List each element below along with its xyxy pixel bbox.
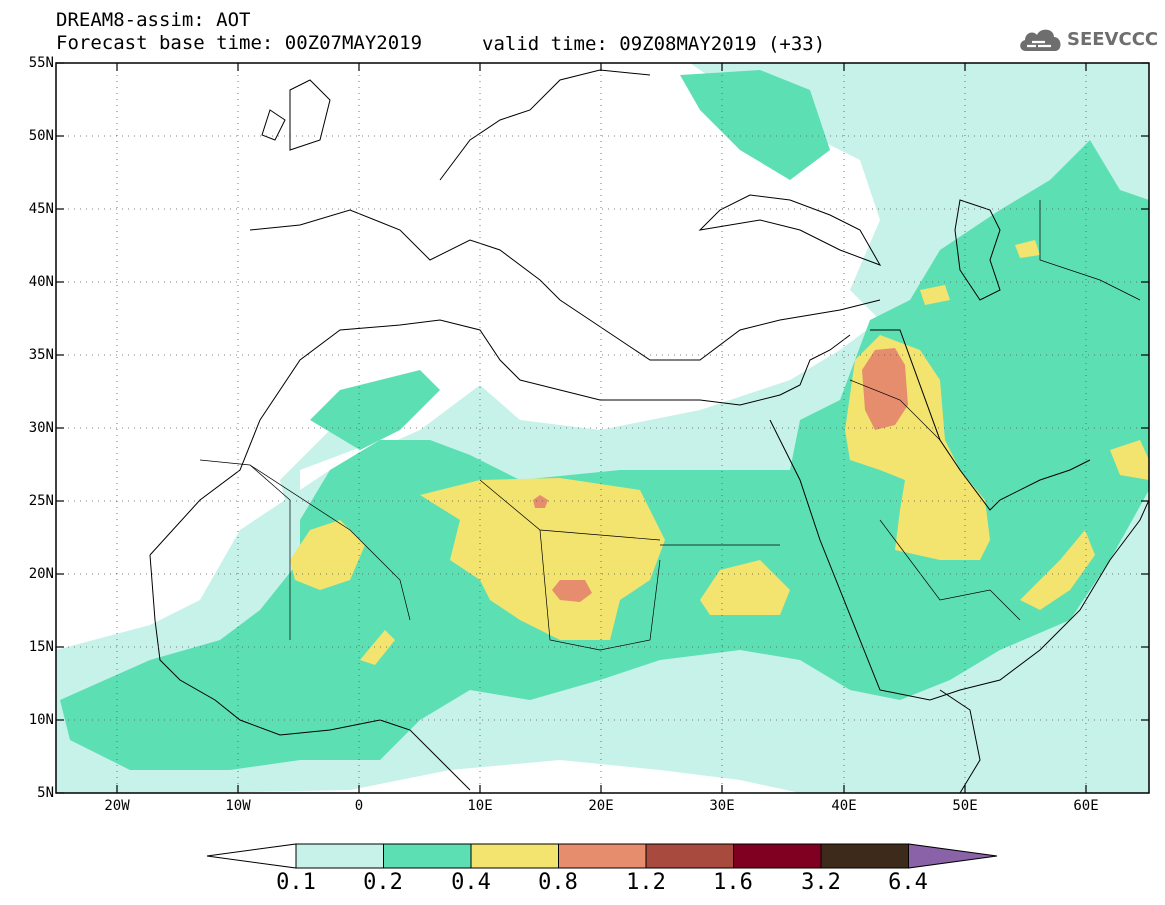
colorbar-bin-0.1 (295, 843, 384, 869)
lat-label-15n: 15N (28, 639, 54, 655)
coastlines (149, 69, 1149, 793)
colorbar-label-0.4: 0.4 (451, 870, 491, 895)
aot-field (56, 63, 1149, 793)
colorbar-label-0.8: 0.8 (538, 870, 578, 895)
lat-label-20n: 20N (28, 566, 54, 582)
forecast-base-time: Forecast base time: 00Z07MAY2019 (56, 32, 423, 54)
lon-label-10w: 10W (225, 798, 251, 814)
tick-marks (56, 62, 1149, 794)
lat-label-30n: 30N (28, 420, 54, 436)
colorbar-bin-3.2 (820, 843, 909, 869)
lon-label-20w: 20W (104, 798, 130, 814)
lat-label-10n: 10N (28, 712, 54, 728)
aot-level-0.2 (60, 70, 1149, 770)
colorbar-bin-1.2 (645, 843, 734, 869)
country-borders (199, 200, 1141, 651)
lon-label-0: 0 (354, 798, 364, 814)
lat-label-40n: 40N (28, 274, 54, 290)
colorbar-bin-0.4 (470, 843, 559, 869)
lat-label-35n: 35N (28, 347, 54, 363)
lat-label-25n: 25N (28, 493, 54, 509)
lon-label-10e: 10E (467, 798, 493, 814)
aot-level-0.8 (533, 348, 908, 602)
lat-label-45n: 45N (28, 201, 54, 217)
cloud-icon (1020, 29, 1061, 51)
colorbar-over-arrow (908, 843, 998, 869)
colorbar-bin-0.2 (383, 843, 472, 869)
colorbar-label-1.6: 1.6 (713, 870, 753, 895)
colorbar-label-3.2: 3.2 (801, 870, 841, 895)
lat-label-5n: 5N (37, 785, 54, 801)
lon-label-40e: 40E (831, 798, 857, 814)
lat-label-55n: 55N (28, 55, 54, 71)
grid-lines (56, 63, 1149, 793)
valid-time: valid time: 09Z08MAY2019 (+33) (482, 33, 826, 55)
lon-label-60e: 60E (1073, 798, 1099, 814)
colorbar-bin-0.8 (558, 843, 647, 869)
colorbar-label-0.1: 0.1 (276, 870, 316, 895)
seevccc-logo: SEEVCCC (1018, 22, 1158, 56)
lon-label-50e: 50E (952, 798, 978, 814)
lon-label-30e: 30E (709, 798, 735, 814)
map-title: DREAM8-assim: AOT (56, 9, 251, 31)
colorbar-under-arrow (206, 843, 297, 869)
colorbar-label-6.4: 6.4 (888, 870, 928, 895)
colorbar-label-0.2: 0.2 (363, 870, 403, 895)
logo-text: SEEVCCC (1067, 28, 1159, 50)
lat-label-50n: 50N (28, 128, 54, 144)
colorbar-label-1.2: 1.2 (626, 870, 666, 895)
colorbar-bin-1.6 (733, 843, 822, 869)
lon-label-20e: 20E (588, 798, 614, 814)
